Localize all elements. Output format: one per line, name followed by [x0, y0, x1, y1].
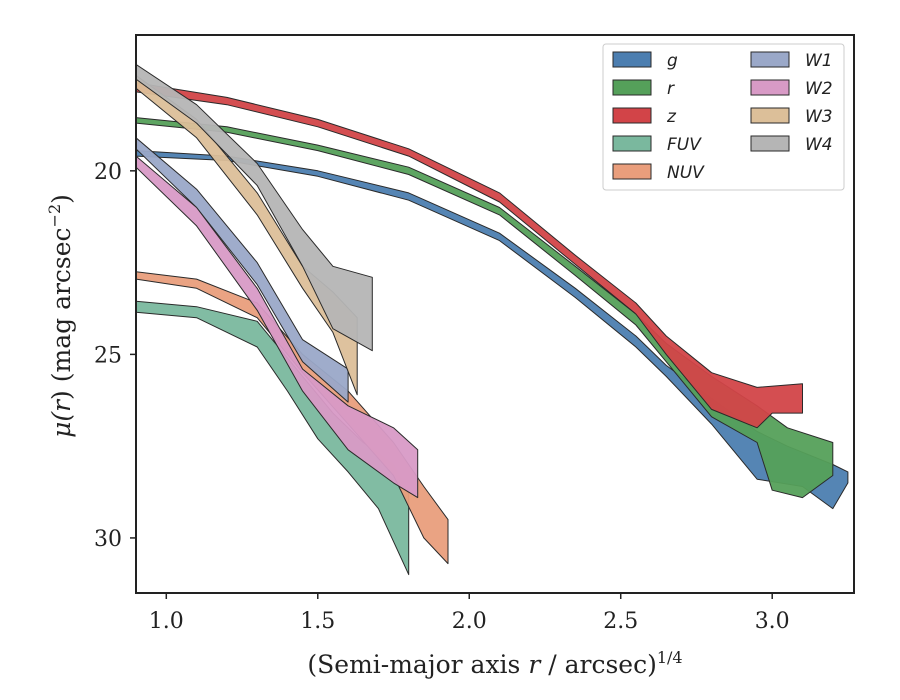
x-axis-label: (Semi-major axis r / arcsec)1/4: [307, 648, 682, 679]
series-band-w2: [136, 155, 419, 499]
legend-swatch-r: [612, 79, 652, 96]
x-tick-label: 2.0: [452, 609, 487, 634]
legend-swatch-w1: [750, 51, 790, 68]
legend-label-nuv: NUV: [667, 163, 705, 183]
series-band-z: [136, 82, 803, 429]
legend-swatch-w4: [750, 135, 790, 152]
y-tick-label: 30: [94, 527, 122, 552]
legend: grz FUV NUV W1 W2 W3 W4: [602, 43, 845, 191]
series-layer: [136, 63, 849, 576]
legend-label-w2: W2: [805, 79, 833, 99]
y-tick-label: 25: [94, 343, 122, 368]
x-axis-ticks: 1.0 1.5 2.0 2.5 3.0: [149, 593, 790, 634]
legend-swatch-w2: [750, 79, 790, 96]
legend-label-fuv: FUV: [667, 135, 702, 155]
legend-label-z: z: [666, 107, 677, 127]
series-band-w4: [136, 63, 373, 352]
series-band-nuv: [136, 271, 449, 565]
plot-frame: [135, 34, 855, 594]
x-tick-label: 1.0: [149, 609, 184, 634]
legend-swatch-w3: [750, 107, 790, 124]
legend-label-r: r: [667, 79, 675, 99]
legend-label-w1: W1: [805, 51, 833, 71]
legend-label-w4: W4: [805, 135, 833, 155]
series-band-r: [136, 117, 834, 499]
y-tick-label: 20: [94, 160, 122, 185]
x-tick-label: 1.5: [300, 609, 335, 634]
series-band-w1: [136, 137, 349, 403]
legend-swatch-g: [612, 51, 652, 68]
legend-swatch-fuv: [612, 135, 652, 152]
series-band-w3: [136, 74, 358, 396]
legend-swatch-nuv: [612, 163, 652, 180]
x-tick-label: 2.5: [603, 609, 638, 634]
x-tick-label: 3.0: [755, 609, 790, 634]
y-axis-label: μ(r) (mag arcsec−2): [45, 194, 76, 438]
legend-label-g: g: [667, 51, 678, 71]
y-axis-ticks: 20 25 30: [94, 160, 136, 552]
legend-swatch-z: [612, 107, 652, 124]
legend-label-w3: W3: [805, 107, 833, 127]
